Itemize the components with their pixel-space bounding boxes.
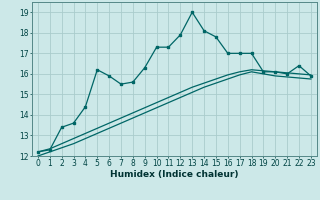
X-axis label: Humidex (Indice chaleur): Humidex (Indice chaleur) [110,170,239,179]
